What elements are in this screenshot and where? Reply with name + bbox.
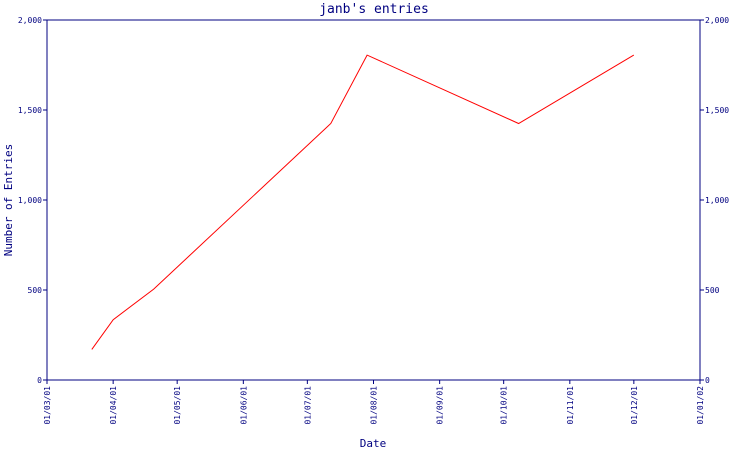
x-tick-label: 01/01/02 [696, 386, 705, 425]
x-tick-label: 01/05/01 [173, 386, 182, 425]
x-tick-label: 01/12/01 [630, 386, 639, 425]
x-tick-label: 01/04/01 [109, 386, 118, 425]
x-tick-label: 01/08/01 [370, 386, 379, 425]
series-line [91, 54, 635, 350]
y-tick-label-left: 0 [37, 376, 42, 385]
y-tick-label-right: 1,000 [705, 196, 729, 205]
y-tick-label-right: 1,500 [705, 106, 729, 115]
plot-area: 0 500 1,000 1,500 2,000 0 500 1,000 1,500 2,000 01… [18, 16, 729, 425]
x-axis-label: Date [360, 437, 387, 450]
chart-title: janb's entries [319, 2, 429, 17]
y-tick-label-right: 2,000 [705, 16, 729, 25]
y-tick-label-left: 500 [28, 286, 43, 295]
x-tick-label: 01/03/01 [43, 386, 52, 425]
x-tick-label: 01/09/01 [436, 386, 445, 425]
y-tick-label-left: 1,000 [18, 196, 42, 205]
y-tick-label-right: 500 [705, 286, 720, 295]
x-tick-label: 01/10/01 [500, 386, 509, 425]
x-tick-label: 01/07/01 [303, 386, 312, 425]
y-axis-label: Number of Entries [2, 144, 15, 257]
y-tick-label-right: 0 [705, 376, 710, 385]
y-tick-label-left: 1,500 [18, 106, 42, 115]
x-tick-label: 01/06/01 [239, 386, 248, 425]
y-tick-label-left: 2,000 [18, 16, 42, 25]
x-tick-label: 01/11/01 [566, 386, 575, 425]
